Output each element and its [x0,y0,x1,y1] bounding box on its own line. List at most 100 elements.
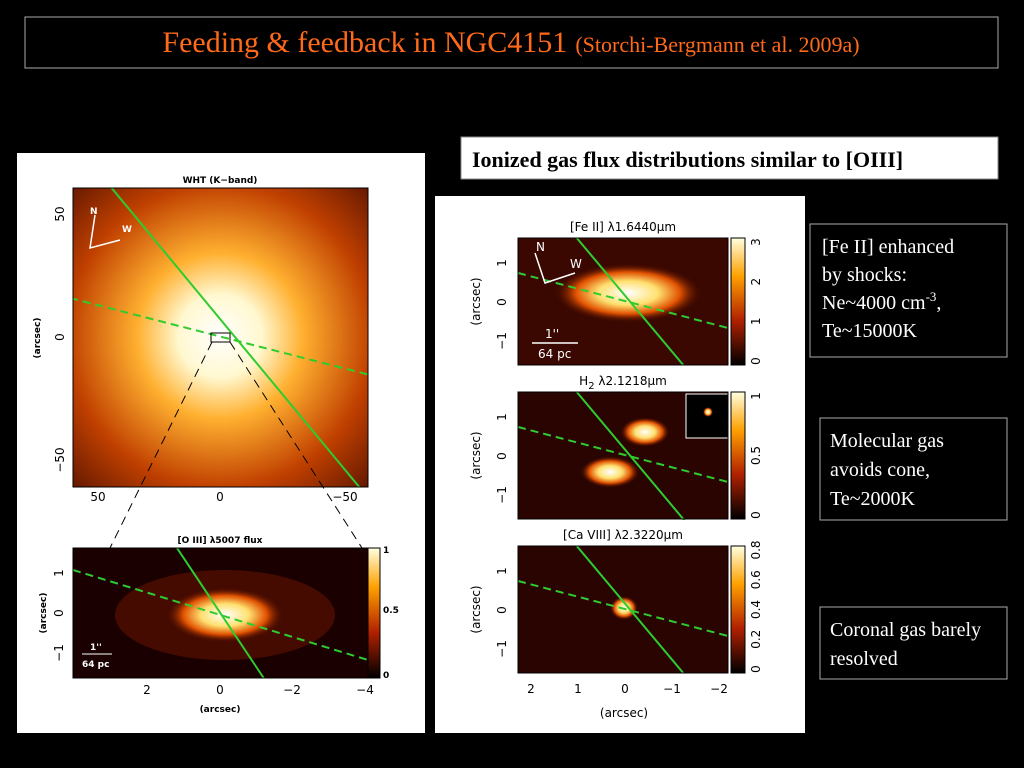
cbar-tick: 1 [749,318,763,326]
frame [72,187,369,488]
cbar-tick: 0 [749,665,763,673]
x-tick: −2 [710,682,728,696]
frame [517,545,729,674]
frame [517,237,729,366]
title-text: Feeding & feedback in NGC4151 [162,26,567,59]
x-tick: −1 [663,682,681,696]
note-box [819,417,1008,521]
colorbar [367,547,381,679]
cbar-tick: 0 [749,511,763,519]
scale: 1'' [90,643,102,653]
disk-axis [518,272,728,329]
note-line: avoids cone, [830,459,930,481]
y-label: (arcsec) [469,277,483,325]
y-tick: 1 [495,259,509,267]
cbar-tick: 0.4 [749,600,763,619]
y-tick: −1 [52,644,66,662]
title: [Ca VIII] λ2.3220μm [563,528,683,542]
title-rest: λ2.1218μm [595,374,667,388]
note-line: resolved [830,648,898,670]
panel-title: H2 λ2.1218μm [579,374,667,392]
panel-image [518,238,728,365]
x-tick: 1 [574,682,582,696]
y-tick: −1 [495,486,509,504]
colorbar [730,391,746,520]
panel-image [518,392,728,520]
compass [534,252,576,284]
note-line: Coronal gas barely [830,619,981,641]
panel-title: [O III] λ5007 flux [178,536,263,546]
zoom-line [109,341,213,549]
y-tick: 1 [495,413,509,421]
note: Molecular gas avoids cone, Te~2000K [830,430,944,510]
x-tick: 0 [216,490,224,504]
frame [517,391,729,520]
title-box [24,16,999,69]
title-sub: 2 [588,381,594,392]
disk-axis [518,426,728,483]
y-tick: 0 [495,452,509,460]
colorbar [730,545,746,674]
y-tick: −1 [495,332,509,350]
x-label: (arcsec) [200,705,241,715]
cone-axis [575,392,686,520]
cbar-tick: 0.8 [749,540,763,559]
panel-image [518,546,728,673]
cbar-tick: 0.2 [749,630,763,649]
citation: (Storchi-Bergmann et al. 2009a) [575,32,859,57]
x-tick: 0 [621,682,629,696]
disk-axis [518,580,728,637]
x-tick: 2 [143,683,151,697]
y-tick: 50 [53,206,67,221]
x-tick: −2 [283,683,301,697]
x-tick: 50 [90,490,105,504]
y-label: (arcsec) [469,585,483,633]
cbar-tick: 0.5 [749,446,763,465]
compass-w: W [122,225,132,235]
emission [553,263,703,323]
y-tick: −50 [53,447,67,472]
x-tick: 0 [216,683,224,697]
emission [620,417,670,447]
x-tick: −50 [332,490,357,504]
y-tick: 0 [53,333,67,341]
cbar-tick: 0.6 [749,570,763,589]
k-band-image: N W [73,188,368,487]
note-rest: , [936,292,941,314]
y-label: (arcsec) [33,318,43,359]
cbar-tick: 1 [749,392,763,400]
panel-title: [Ca VIII] λ2.3220μm [563,528,683,542]
cbar-tick: 0 [383,671,389,681]
scale: 1'' [545,327,559,341]
ticks: 50 0 −50 50 0 −50 [53,206,358,504]
compass-n: N [90,207,98,217]
emission [580,456,640,488]
compass-n: N [536,240,545,254]
panel-title: WHT (K−band) [183,176,258,186]
subtitle-box [460,136,999,180]
cbar-tick: 0.5 [383,606,399,616]
cbar-tick: 2 [749,278,763,286]
panel-title: [Fe II] λ1.6440μm [570,220,676,234]
note: Coronal gas barely resolved [830,619,981,670]
note-line: Ne~4000 cm [822,292,926,314]
scale: 64 pc [82,660,109,670]
compass-w: W [570,257,582,271]
y-tick: 0 [495,606,509,614]
note-line: [Fe II] enhanced [822,236,954,258]
y-label: (arcsec) [39,593,49,634]
cone-axis [575,238,685,365]
cbar-tick: 0 [749,357,763,365]
note-box [809,223,1008,358]
colorbar [730,237,746,366]
title: Feeding & feedback in NGC4151 (Storchi-Be… [162,26,859,59]
title: [Fe II] λ1.6440μm [570,220,676,234]
y-tick: 1 [52,569,66,577]
cone-axis [575,546,685,673]
x-tick: −4 [356,683,374,697]
note-line: by shocks: [822,264,907,286]
scale: 64 pc [538,347,571,361]
note: [Fe II] enhanced by shocks: Ne~4000 cm-3, T… [822,236,954,342]
